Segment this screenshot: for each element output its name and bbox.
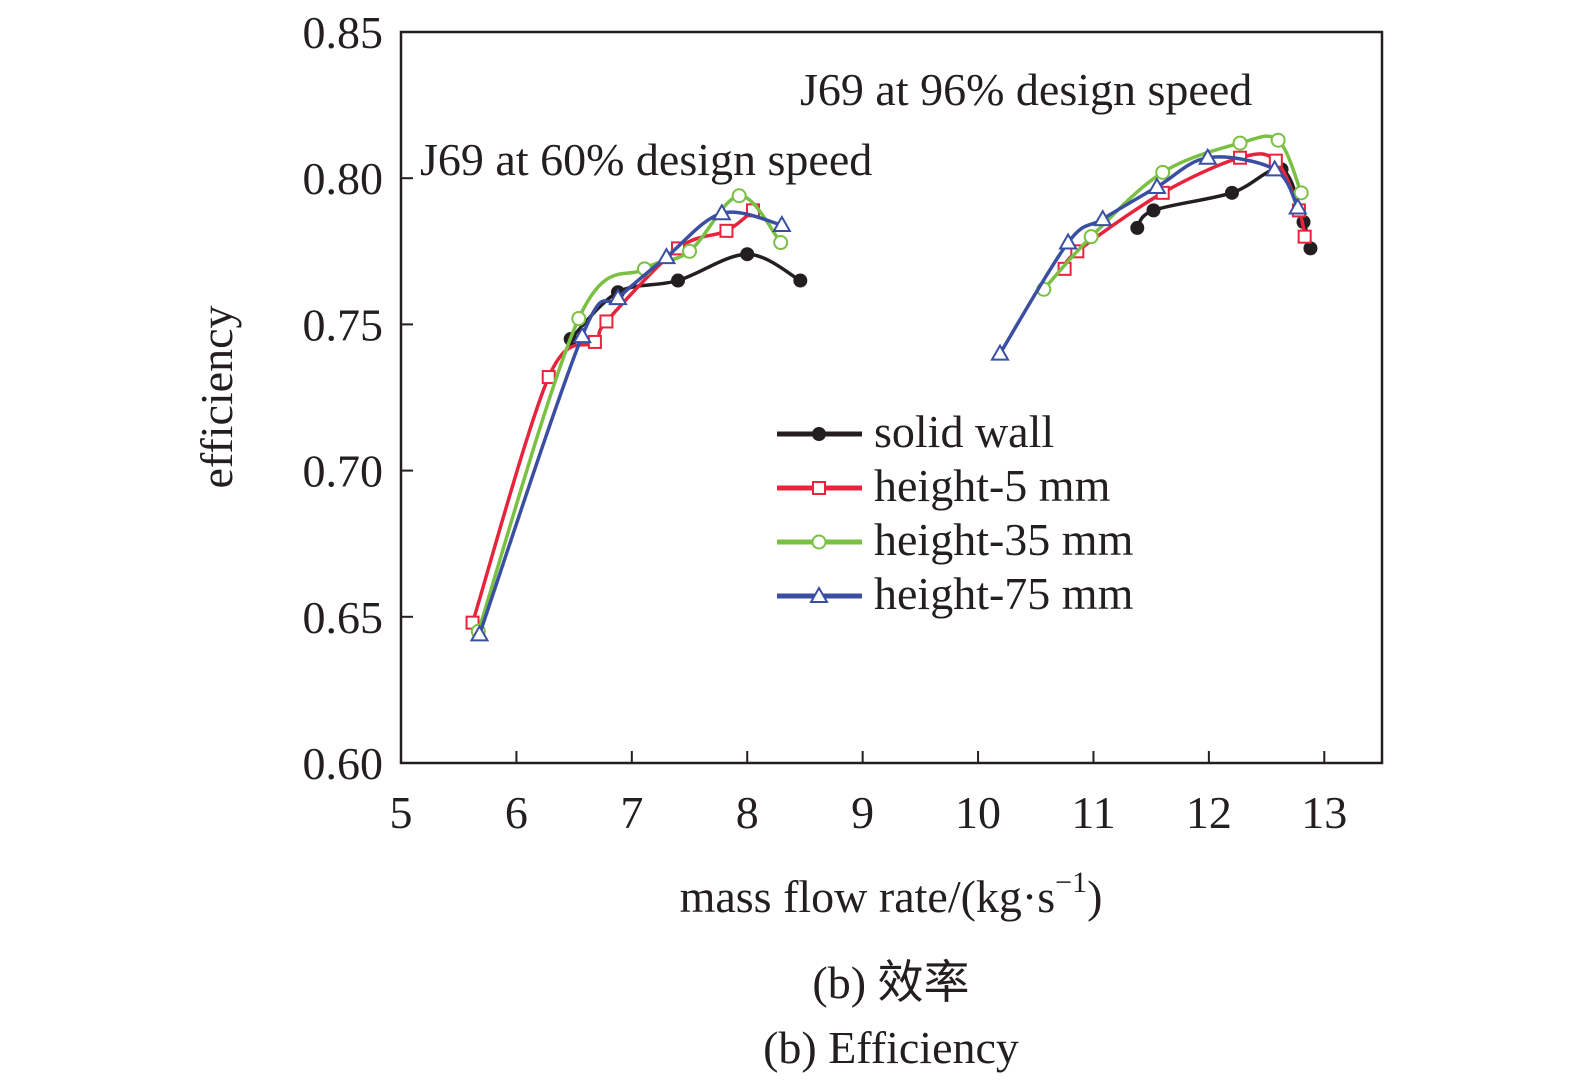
caption-chinese: (b) 效率: [812, 957, 969, 1008]
x-tick-label: 13: [1301, 787, 1347, 838]
x-axis-title-main: mass flow rate/(kg·s: [680, 871, 1056, 922]
data-point: [1264, 159, 1285, 177]
legend-marker: [811, 534, 827, 550]
x-axis-title: mass flow rate/(kg·s−1): [680, 866, 1103, 922]
legend-marker: [809, 585, 829, 603]
data-point: [731, 188, 747, 204]
y-tick-label: 0.60: [303, 738, 384, 789]
data-point: [599, 314, 614, 329]
y-axis-title: efficiency: [191, 305, 242, 488]
x-tick-label: 12: [1186, 787, 1232, 838]
series-line: [476, 193, 783, 632]
series-line: [477, 210, 783, 635]
y-tick-label: 0.70: [303, 446, 384, 497]
data-point: [1198, 147, 1218, 165]
legend-marker: [812, 427, 826, 441]
data-point: [656, 247, 677, 265]
data-point: [682, 243, 698, 259]
series-height-35-mm: [470, 132, 1309, 639]
y-tick-label: 0.80: [303, 153, 384, 204]
data-point: [1303, 241, 1318, 256]
legend-marker: [812, 481, 826, 495]
x-tick-label: 7: [620, 787, 643, 838]
data-point: [541, 370, 556, 385]
data-point: [1293, 185, 1309, 201]
data-point: [1297, 229, 1312, 244]
y-tick-label: 0.65: [303, 592, 384, 643]
data-point: [1224, 185, 1239, 200]
series-layer: [465, 132, 1318, 642]
x-axis-title-close: ): [1087, 871, 1102, 922]
series-line: [998, 155, 1300, 355]
data-point: [1083, 229, 1099, 245]
data-point: [990, 343, 1010, 361]
plot-frame: [399, 30, 1384, 765]
data-point: [1130, 220, 1145, 235]
caption-english: (b) Efficiency: [763, 1022, 1019, 1073]
data-point: [608, 288, 628, 306]
data-point: [793, 273, 808, 288]
data-point: [1288, 197, 1308, 215]
legend-label: height-35 mm: [874, 514, 1134, 565]
data-point: [740, 247, 755, 262]
x-tick-label: 5: [390, 787, 413, 838]
data-point: [1147, 176, 1167, 194]
legend-label: height-75 mm: [874, 568, 1134, 619]
x-tick-label: 8: [736, 787, 759, 838]
x-axis-title-exponent: −1: [1055, 866, 1087, 899]
axis-ticks: 5 6 7 8 9 10 11 12 13 0.60 0.65 0.70 0.75 0.80 0.85: [303, 7, 1348, 838]
data-point: [469, 624, 490, 642]
x-tick-label: 10: [955, 787, 1001, 838]
x-tick-label: 9: [851, 787, 874, 838]
data-point: [1155, 164, 1171, 180]
data-point: [712, 203, 732, 221]
data-point: [572, 326, 592, 344]
data-point: [571, 311, 587, 327]
data-point: [1092, 209, 1113, 227]
data-point: [719, 223, 734, 238]
data-point: [1270, 132, 1286, 148]
data-point: [1058, 232, 1078, 250]
data-point: [1232, 135, 1248, 151]
y-tick-label: 0.85: [303, 7, 384, 58]
series-line: [470, 209, 755, 624]
data-point: [670, 273, 685, 288]
x-tick-label: 11: [1071, 787, 1115, 838]
data-point: [1146, 203, 1161, 218]
y-tick-label: 0.75: [303, 299, 384, 350]
legend-label: height-5 mm: [874, 460, 1111, 511]
annotation-60-speed: J69 at 60% design speed: [420, 134, 872, 185]
series-line: [1042, 134, 1303, 291]
data-point: [772, 214, 792, 232]
series-height-75-mm: [469, 147, 1308, 642]
annotation-96-speed: J69 at 96% design speed: [800, 64, 1252, 115]
x-tick-label: 6: [505, 787, 528, 838]
legend-label: solid wall: [874, 406, 1054, 457]
data-point: [773, 235, 789, 251]
